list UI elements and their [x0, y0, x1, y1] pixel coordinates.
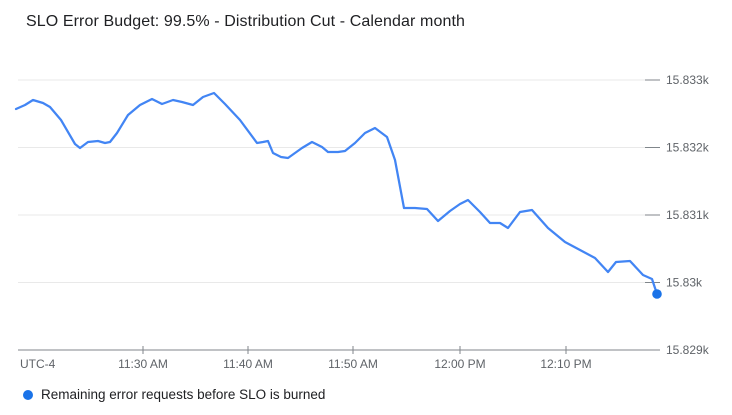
chart-title: SLO Error Budget: 99.5% - Distribution C…	[26, 13, 465, 30]
legend-series-dot-icon	[23, 389, 33, 400]
y-axis-label: 15.832k	[666, 141, 710, 155]
x-axis-label: 11:40 AM	[223, 357, 273, 371]
series-line[interactable]	[14, 91, 659, 296]
legend[interactable]: Remaining error requests before SLO is b…	[23, 387, 325, 402]
x-axis-label: 11:30 AM	[118, 357, 168, 371]
x-axis-label: 12:00 PM	[434, 357, 485, 371]
legend-series-label: Remaining error requests before SLO is b…	[41, 387, 326, 402]
y-axis-label: 15.829k	[666, 343, 710, 357]
y-axis-label: 15.833k	[666, 73, 710, 87]
x-axis-label: 11:50 AM	[328, 357, 378, 371]
x-axis-label: 12:10 PM	[540, 357, 591, 371]
series-endpoint-dot[interactable]	[652, 289, 662, 299]
y-axis-label: 15.83k	[666, 276, 703, 290]
utc-offset-label: UTC-4	[20, 357, 56, 371]
y-axis-label: 15.831k	[666, 208, 710, 222]
